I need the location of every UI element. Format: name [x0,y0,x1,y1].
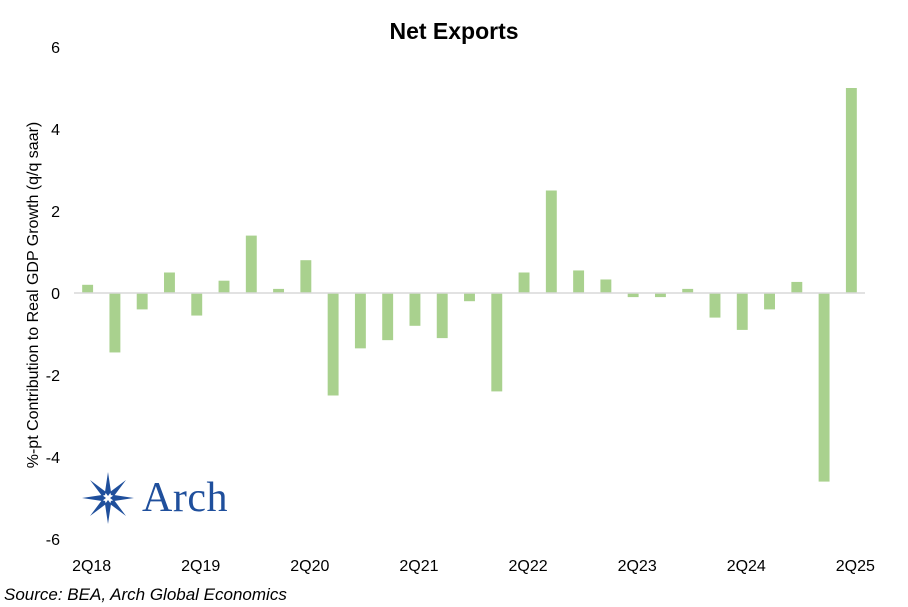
x-tick-label: 2Q24 [727,558,766,575]
x-tick-label: 2Q21 [399,558,438,575]
y-tick-label: -4 [46,450,60,467]
bar-3Q24 [764,293,775,310]
bar-2Q18 [82,284,94,293]
bar-1Q23 [600,279,612,293]
y-tick-label: -6 [46,532,60,549]
bar-3Q20 [327,293,339,396]
y-tick-label: 0 [51,286,60,303]
arch-star-logo-icon [82,472,134,524]
bar-chart-plot: 6 4 2 0 -2 -4 -6 2Q18 2Q19 2Q20 2Q21 2Q22 2Q23 2Q24 2Q… [46,40,875,575]
y-tick-label: 2 [51,204,60,221]
arch-logo: Arch [82,470,228,526]
bar-3Q18 [109,293,121,353]
x-tick-label: 2Q22 [508,558,547,575]
logo-wordmark: Arch [142,475,228,521]
x-tick-label: 2Q25 [836,558,875,575]
bar-1Q25 [818,293,830,482]
x-tick-label: 2Q18 [72,558,111,575]
bar-4Q18 [136,293,148,310]
source-note: Source: BEA, Arch Global Economics [4,585,287,604]
y-tick-label: -2 [46,368,60,385]
bar-2Q21 [409,293,421,326]
bar-1Q24 [709,293,721,318]
bar-1Q21 [382,293,394,341]
bar-4Q21 [464,293,475,302]
x-tick-label: 2Q19 [181,558,220,575]
y-tick-label: 6 [51,40,60,57]
chart-title: Net Exports [389,18,519,44]
x-tick-label: 2Q20 [290,558,329,575]
bar-4Q19 [245,235,257,293]
bar-2Q23 [627,293,639,298]
bar-3Q22 [545,190,557,293]
bar-3Q21 [436,293,448,339]
bar-2Q20 [300,260,312,293]
bar-4Q22 [573,270,585,293]
bar-4Q20 [354,293,366,349]
x-tick-label: 2Q23 [618,558,657,575]
bar-2Q25 [845,88,857,293]
bar-2Q22 [518,272,530,293]
bar-1Q19 [164,272,175,293]
bar-2Q24 [736,293,748,330]
bar-3Q19 [218,280,230,293]
bar-4Q23 [682,288,694,293]
bar-4Q24 [791,281,803,293]
bar-1Q22 [491,293,503,392]
y-tick-label: 4 [51,122,60,139]
bar-2Q19 [191,293,203,316]
bar-3Q23 [654,293,666,298]
bar-1Q20 [273,288,285,293]
